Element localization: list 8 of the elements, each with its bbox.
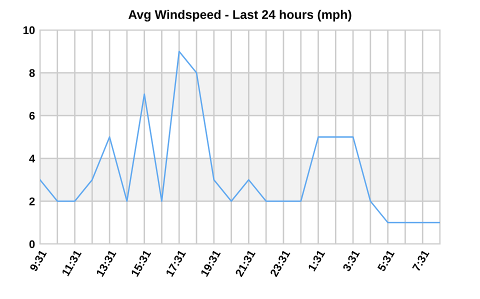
y-tick-label: 10 bbox=[23, 26, 35, 34]
line-series bbox=[40, 50, 440, 224]
y-tick-label: 0 bbox=[29, 240, 35, 248]
y-tick-label: 2 bbox=[29, 197, 35, 206]
chart-title: Avg Windspeed - Last 24 hours (mph) bbox=[128, 10, 352, 22]
y-tick-label: 4 bbox=[29, 154, 36, 162]
y-tick-label: 6 bbox=[29, 112, 35, 120]
y-tick-label: 8 bbox=[29, 69, 35, 77]
